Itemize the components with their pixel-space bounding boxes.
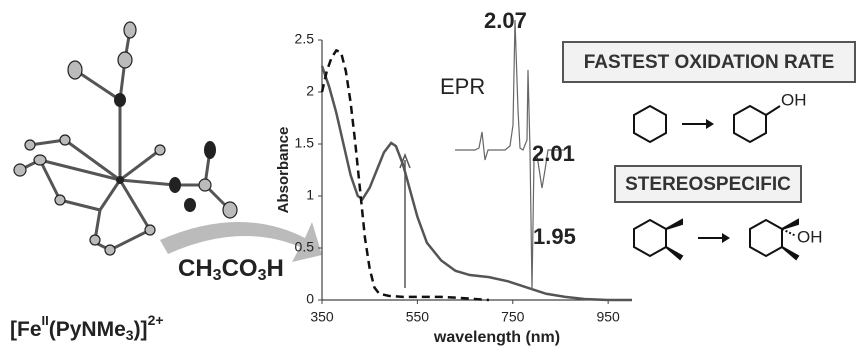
x-tick-label: 350 — [310, 309, 334, 325]
dimethylcyclohexane — [634, 220, 666, 256]
complex-label: [FeII(PyNMe3)]2+ — [10, 312, 164, 343]
figure: CH3CO3H [FeII(PyNMe3)]2+ 00.511.522.5350… — [0, 0, 863, 352]
y-tick-label: 1.5 — [295, 135, 315, 151]
panel-title: STEREOSPECIFIC — [625, 174, 791, 195]
arrow-head — [722, 233, 730, 243]
reagent-sub: 3 — [213, 267, 222, 284]
label-part: [Fe — [10, 318, 42, 341]
page: {"chart_data": {"type": "line", "xlabel"… — [0, 0, 863, 352]
y-tick-label: 2.5 — [295, 31, 315, 47]
oh-label: OH — [797, 227, 823, 246]
y-tick-label: 0 — [306, 291, 314, 307]
x-axis-title: wavelength (nm) — [433, 329, 560, 346]
reagent-part: CO — [222, 255, 258, 282]
label-sup: 2+ — [148, 312, 164, 328]
reagent-part: CH — [178, 255, 213, 282]
label-sub: 3 — [126, 327, 134, 343]
reagent-sub: 3 — [258, 267, 267, 284]
y-tick-label: 2 — [306, 83, 314, 99]
x-tick-label: 950 — [596, 309, 620, 325]
y-tick-label: 0.5 — [295, 239, 315, 255]
label-part: )] — [134, 318, 148, 341]
x-tick-label: 550 — [406, 309, 430, 325]
bond — [766, 106, 780, 115]
cyclohexane — [634, 106, 666, 142]
methyl-wedges — [782, 220, 798, 259]
crystal-structure — [14, 22, 237, 255]
g-value: 2.07 — [484, 8, 527, 33]
hash-bond — [782, 229, 796, 236]
y-axis-title: Absorbance — [275, 127, 292, 214]
product-ring — [750, 220, 782, 256]
panel-title: FASTEST OXIDATION RATE — [584, 52, 835, 73]
oh-label: OH — [781, 90, 807, 109]
reagent-label: CH3CO3H — [178, 255, 284, 284]
label-part: (PyNMe — [49, 318, 126, 341]
epr-title: EPR — [440, 74, 485, 99]
x-tick-label: 750 — [501, 309, 525, 325]
methyl-wedges — [666, 220, 682, 259]
g-value: 2.01 — [532, 141, 575, 166]
arrow-head — [706, 119, 714, 129]
cyclohexanol — [734, 106, 766, 142]
label-sup: II — [42, 313, 49, 328]
reagent-part: H — [266, 255, 283, 282]
g-value: 1.95 — [533, 224, 576, 249]
y-tick-label: 1 — [306, 187, 314, 203]
